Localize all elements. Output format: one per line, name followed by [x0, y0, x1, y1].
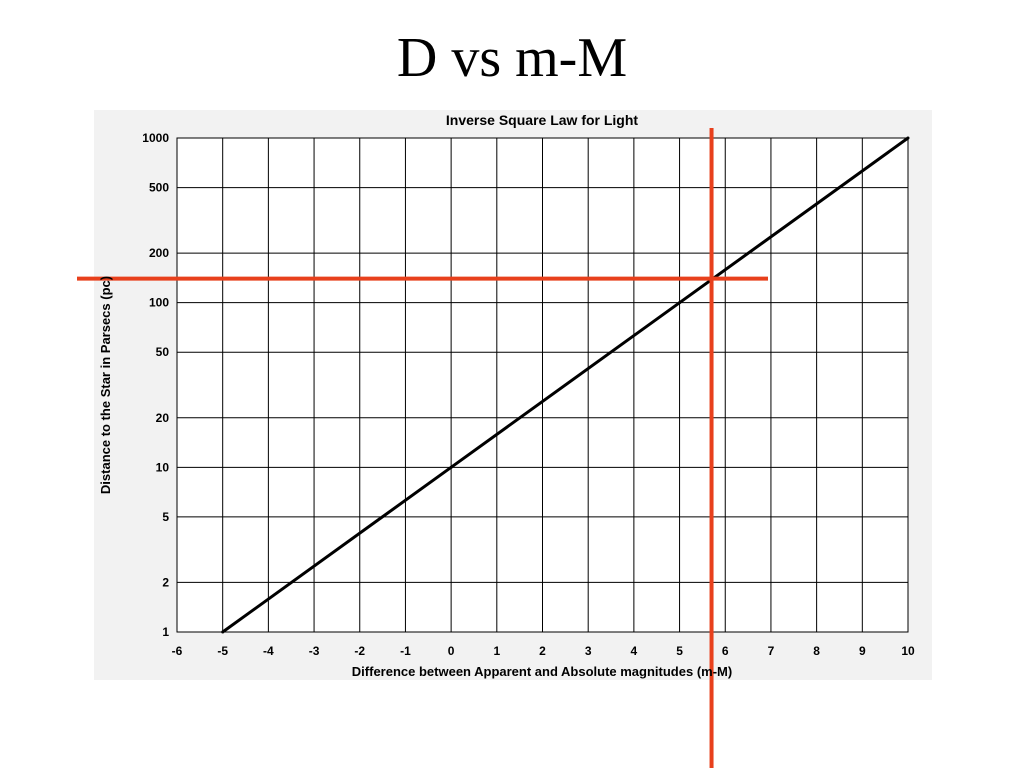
slide-title: D vs m-M: [396, 27, 628, 89]
y-tick-label: 50: [156, 345, 170, 359]
x-tick-label: 8: [813, 644, 820, 658]
x-tick-label: -2: [354, 644, 365, 658]
x-tick-label: -3: [309, 644, 320, 658]
annotations: [77, 128, 768, 768]
y-tick-label: 200: [149, 246, 169, 260]
data-point: [678, 301, 682, 305]
x-tick-label: 0: [448, 644, 455, 658]
x-tick-label: 6: [722, 644, 729, 658]
y-tick-label: 500: [149, 181, 169, 195]
tick-labels: -6 -5 -4 -3 -2 -1 0 1 2 3 4 5 6 7 8 9 10 1 2 5 10 20 50 100 200 5…: [142, 131, 915, 658]
y-axis-label: Distance to the Star in Parsecs (pc): [98, 276, 113, 494]
grid: [176, 137, 909, 633]
y-tick-label: 1: [162, 625, 169, 639]
y-tick-label: 10: [156, 460, 170, 474]
y-tick-label: 1000: [142, 131, 169, 145]
x-tick-label: 9: [859, 644, 866, 658]
y-tick-label: 20: [156, 411, 170, 425]
x-tick-label: -1: [400, 644, 411, 658]
plot-border: [176, 137, 909, 633]
x-tick-label: 10: [901, 644, 915, 658]
data-point: [906, 136, 910, 140]
x-tick-label: 2: [539, 644, 546, 658]
x-tick-label: 1: [493, 644, 500, 658]
x-axis-label: Difference between Apparent and Absolute…: [352, 664, 732, 679]
data-point: [449, 465, 453, 469]
series: [221, 136, 910, 634]
x-tick-label: 7: [768, 644, 775, 658]
x-tick-label: 5: [676, 644, 683, 658]
y-tick-label: 5: [162, 510, 169, 524]
y-tick-label: 100: [149, 296, 169, 310]
y-tick-label: 2: [162, 575, 169, 589]
chart-title: Inverse Square Law for Light: [446, 112, 638, 128]
x-tick-label: -4: [263, 644, 274, 658]
x-tick-label: 4: [631, 644, 638, 658]
x-tick-label: -5: [217, 644, 228, 658]
series-line: [221, 136, 909, 634]
x-tick-label: -6: [172, 644, 183, 658]
x-tick-label: 3: [585, 644, 592, 658]
data-point: [221, 630, 225, 634]
